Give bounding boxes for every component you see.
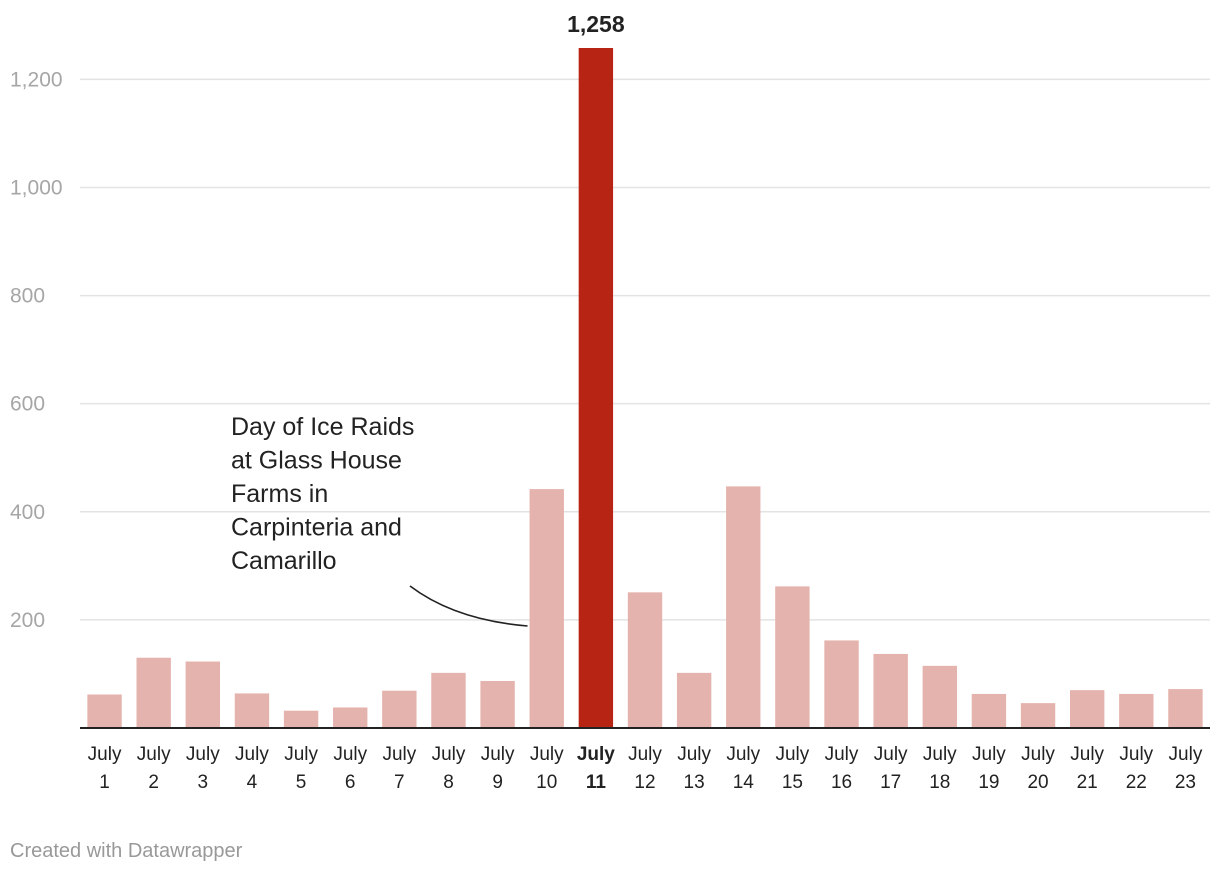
annotation-line: at Glass House <box>231 447 402 475</box>
bar-july-15[interactable] <box>775 586 810 728</box>
x-tick-label-month: July <box>432 744 466 765</box>
x-tick-label-day: 7 <box>394 772 405 793</box>
x-tick-label-day: 9 <box>492 772 503 793</box>
x-tick-label-month: July <box>825 744 859 765</box>
x-tick-label-day: 1 <box>99 772 110 793</box>
x-tick-label-month: July <box>530 744 564 765</box>
x-tick-label-month: July <box>1021 744 1055 765</box>
x-tick-label-day: 23 <box>1175 772 1196 793</box>
data-labels: 1,258 <box>567 11 625 37</box>
x-tick-label-month: July <box>1169 744 1203 765</box>
x-tick-label-month: July <box>284 744 318 765</box>
x-tick-label-day: 4 <box>247 772 258 793</box>
gridlines <box>80 78 1210 621</box>
bar-july-1[interactable] <box>87 694 122 728</box>
y-tick-label: 1,200 <box>10 68 63 91</box>
bar-july-10[interactable] <box>529 489 564 728</box>
x-tick-label-day: 15 <box>782 772 803 793</box>
bar-july-7[interactable] <box>382 690 417 728</box>
bar-july-11[interactable] <box>578 48 614 728</box>
x-tick-label-day: 2 <box>148 772 159 793</box>
bar-july-19[interactable] <box>971 693 1007 728</box>
bar-july-13[interactable] <box>676 672 712 728</box>
x-tick-label-month: July <box>382 744 416 765</box>
x-tick-label-day: 18 <box>929 772 950 793</box>
x-tick-label-month: July <box>235 744 269 765</box>
x-tick-label-month: July <box>775 744 809 765</box>
x-tick-label-day: 17 <box>880 772 901 793</box>
y-axis-tick-labels: 200 400 600 800 1,000 1,200 <box>10 68 63 632</box>
x-tick-label-month: July <box>481 744 515 765</box>
bar-july-16[interactable] <box>824 640 859 728</box>
bar-july-14[interactable] <box>726 486 761 728</box>
x-tick-label-day: 3 <box>198 772 209 793</box>
x-tick-label-day: 19 <box>978 772 999 793</box>
x-tick-label-day: 16 <box>831 772 852 793</box>
bar-july-21[interactable] <box>1069 690 1105 728</box>
bar-july-5[interactable] <box>283 710 319 728</box>
x-tick-label-day: 21 <box>1077 772 1098 793</box>
bar-july-22[interactable] <box>1119 693 1154 728</box>
bar-july-8[interactable] <box>431 672 466 728</box>
bar-july-17[interactable] <box>873 653 908 728</box>
y-tick-label: 800 <box>10 285 45 308</box>
annotation-line: Carpinteria and <box>231 514 402 542</box>
annotation-arrow <box>409 585 528 627</box>
annotation: Day of Ice Raids at Glass House Farms in Ca… <box>231 413 528 627</box>
bar-july-4[interactable] <box>234 693 270 728</box>
y-tick-label: 400 <box>10 501 45 524</box>
bar-july-2[interactable] <box>136 657 171 728</box>
x-tick-label-day: 14 <box>733 772 755 793</box>
x-tick-label-day: 13 <box>684 772 705 793</box>
x-tick-label-month: July <box>726 744 760 765</box>
x-tick-label-month: July <box>137 744 171 765</box>
bar-july-18[interactable] <box>922 665 957 728</box>
x-tick-label-month: July <box>577 744 615 765</box>
data-label-july-11: 1,258 <box>567 11 625 37</box>
datawrapper-credit[interactable]: Created with Datawrapper <box>10 840 243 862</box>
x-tick-label-month: July <box>1070 744 1104 765</box>
x-axis-tick-labels: July 1 July 2 July 3 July 4 July 5 July 6 July 7 July 8… <box>88 744 1203 793</box>
x-tick-label-day: 11 <box>586 772 607 793</box>
x-tick-label-day: 8 <box>443 772 454 793</box>
annotation-line: Day of Ice Raids <box>231 413 414 441</box>
annotation-line: Camarillo <box>231 547 337 575</box>
x-tick-label-month: July <box>874 744 908 765</box>
x-tick-label-month: July <box>628 744 662 765</box>
x-tick-label-day: 22 <box>1126 772 1147 793</box>
x-tick-label-day: 12 <box>634 772 655 793</box>
bar-july-20[interactable] <box>1020 703 1056 728</box>
x-tick-label-month: July <box>88 744 122 765</box>
x-tick-label-month: July <box>677 744 711 765</box>
bar-july-9[interactable] <box>480 680 515 728</box>
annotation-line: Farms in <box>231 480 328 508</box>
bars <box>87 48 1203 728</box>
x-tick-label-day: 5 <box>296 772 307 793</box>
x-tick-label-month: July <box>923 744 957 765</box>
bar-july-6[interactable] <box>333 707 368 728</box>
x-tick-label-day: 6 <box>345 772 356 793</box>
x-tick-label-month: July <box>972 744 1006 765</box>
x-tick-label-month: July <box>333 744 367 765</box>
x-tick-label-day: 20 <box>1027 772 1048 793</box>
y-tick-label: 1,000 <box>10 176 63 199</box>
y-tick-label: 200 <box>10 609 45 632</box>
bar-july-12[interactable] <box>627 592 663 728</box>
bar-july-3[interactable] <box>185 661 221 728</box>
y-tick-label: 600 <box>10 393 45 416</box>
x-tick-label-month: July <box>1119 744 1153 765</box>
bar-july-23[interactable] <box>1168 689 1203 728</box>
x-tick-label-day: 10 <box>536 772 557 793</box>
x-tick-label-month: July <box>186 744 220 765</box>
